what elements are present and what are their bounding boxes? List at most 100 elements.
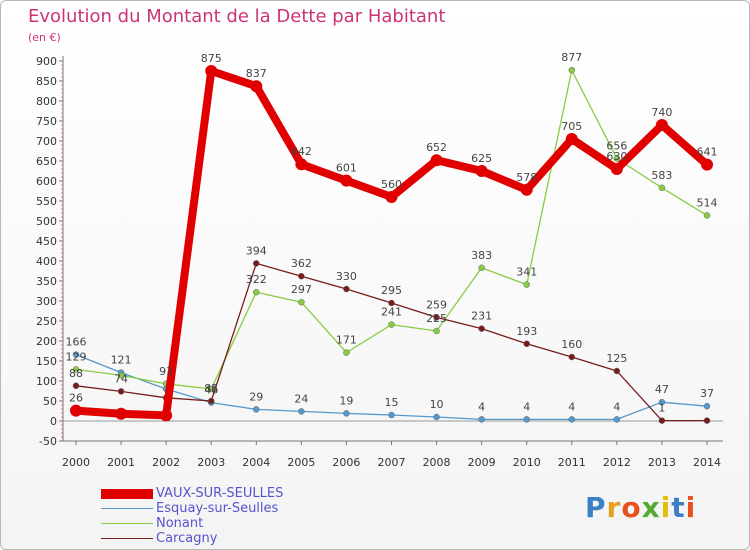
data-point <box>613 155 621 162</box>
data-point <box>523 340 530 348</box>
y-tick-label: 350 <box>36 275 57 288</box>
x-tick-label: 2014 <box>693 456 721 469</box>
legend-swatch <box>101 488 153 499</box>
data-point <box>205 65 218 77</box>
x-tick-label: 2009 <box>468 456 496 469</box>
data-label: 295 <box>381 284 402 297</box>
y-tick-label: 700 <box>36 135 57 148</box>
data-point <box>72 366 80 373</box>
data-label: 625 <box>471 152 492 165</box>
y-tick-label: 750 <box>36 115 57 128</box>
data-label: 4 <box>568 400 575 413</box>
data-label: 241 <box>381 306 402 319</box>
y-tick-label: 50 <box>43 395 57 408</box>
data-label: 121 <box>111 354 132 367</box>
data-label: 514 <box>697 196 718 209</box>
data-point <box>340 174 353 187</box>
unit-label: (en €) <box>28 31 61 44</box>
data-label: 15 <box>385 396 399 409</box>
data-point <box>343 349 350 356</box>
data-label: 705 <box>561 120 582 133</box>
data-point <box>388 411 395 419</box>
data-label: 837 <box>246 67 267 80</box>
legend-item: Nonant <box>101 516 283 531</box>
data-label: 88 <box>69 367 83 380</box>
data-label: 578 <box>516 171 537 184</box>
data-point <box>478 416 485 423</box>
data-point <box>565 133 578 145</box>
data-label: 560 <box>381 178 402 191</box>
legend-item: VAUX-SUR-SEULLES <box>101 486 283 501</box>
data-point <box>433 327 440 335</box>
data-point <box>701 158 713 171</box>
data-label: 26 <box>69 392 83 405</box>
data-label: 231 <box>471 310 492 323</box>
data-point <box>703 402 711 410</box>
data-label: 129 <box>66 350 87 363</box>
y-tick-label: 400 <box>36 255 57 268</box>
proxiti-logo: Proxiti <box>585 491 696 524</box>
data-label: 125 <box>606 352 627 365</box>
legend-item: Carcagny <box>101 531 283 546</box>
data-label: 160 <box>561 338 582 351</box>
x-tick-label: 2013 <box>648 456 676 469</box>
data-point <box>295 158 308 171</box>
y-tick-label: 550 <box>36 195 57 208</box>
y-tick-label: 900 <box>36 55 57 68</box>
y-tick-label: 500 <box>36 215 57 228</box>
data-point <box>207 397 215 405</box>
y-tick-label: 450 <box>36 235 57 248</box>
legend-label: VAUX-SUR-SEULLES <box>156 486 284 501</box>
legend-item: Esquay-sur-Seulles <box>101 501 283 516</box>
data-point <box>610 163 623 175</box>
data-point <box>478 325 485 332</box>
y-tick-label: 0 <box>50 415 57 428</box>
data-label: 47 <box>655 383 669 396</box>
y-tick-label: 850 <box>36 75 57 88</box>
data-point <box>475 165 488 177</box>
data-label: 225 <box>426 312 447 325</box>
data-point <box>115 407 128 420</box>
data-label: 394 <box>246 244 267 257</box>
data-point <box>655 119 668 131</box>
x-tick-label: 2004 <box>242 456 270 469</box>
data-label: 656 <box>606 140 627 153</box>
data-point <box>430 154 443 167</box>
data-point <box>117 372 125 379</box>
data-label: 171 <box>336 334 357 347</box>
data-label: 1 <box>658 402 665 415</box>
data-label: 24 <box>294 392 308 405</box>
logo-letter: i <box>685 491 697 524</box>
data-point <box>520 183 533 196</box>
x-tick-label: 2008 <box>423 456 451 469</box>
legend-label: Esquay-sur-Seulles <box>156 501 279 516</box>
data-point <box>72 351 80 358</box>
data-label: 383 <box>471 249 492 262</box>
logo-letter: P <box>585 491 607 524</box>
data-point <box>568 66 576 74</box>
data-label: 877 <box>561 51 582 64</box>
data-label: 641 <box>697 146 718 159</box>
data-point <box>658 417 666 424</box>
logo-letter: i <box>660 491 672 524</box>
data-label: 4 <box>478 400 485 413</box>
data-label: 4 <box>523 400 530 413</box>
data-label: 630 <box>606 150 627 163</box>
y-tick-label: 100 <box>36 375 57 388</box>
logo-letter: r <box>606 491 622 524</box>
data-point <box>385 191 398 203</box>
y-tick-label: 800 <box>36 95 57 108</box>
data-point <box>253 260 260 267</box>
data-point <box>658 398 666 406</box>
data-point <box>478 264 485 272</box>
data-label: 322 <box>246 273 267 286</box>
data-label: 19 <box>339 394 353 407</box>
data-point <box>207 385 215 393</box>
data-point <box>658 184 666 192</box>
y-tick-label: 650 <box>36 155 57 168</box>
data-label: 193 <box>516 325 537 338</box>
legend-swatch <box>101 508 153 509</box>
data-label: 37 <box>700 387 714 400</box>
x-tick-label: 2002 <box>152 456 180 469</box>
